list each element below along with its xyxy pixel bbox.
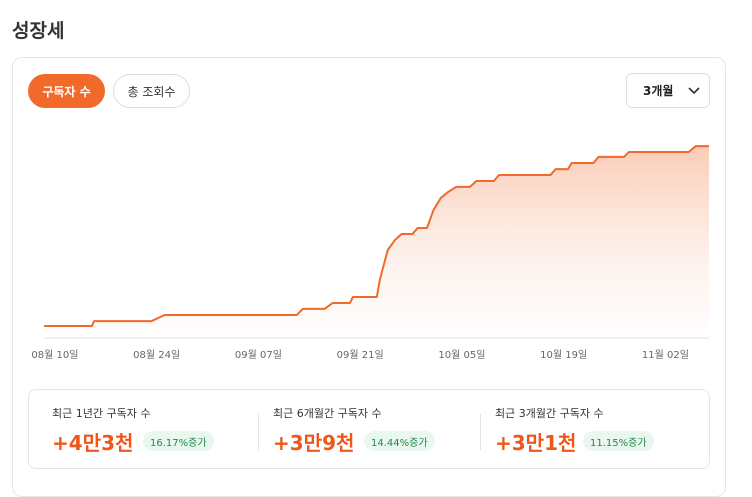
x-tick-label: 11월 02일 — [642, 349, 689, 361]
x-tick-label: 09월 07일 — [235, 349, 282, 361]
stat-label: 최근 6개월간 구독자 수 — [273, 407, 382, 420]
divider — [258, 414, 259, 450]
stats-box — [28, 389, 710, 469]
x-tick-label: 08월 24일 — [133, 349, 180, 361]
stat-label: 최근 1년간 구독자 수 — [52, 407, 151, 420]
stat-value: +3만9천 — [273, 431, 355, 455]
x-tick-label: 08월 10일 — [31, 349, 78, 361]
dropdown-label: 3개월 — [643, 84, 674, 98]
divider — [480, 414, 481, 450]
x-tick-label: 10월 05일 — [438, 349, 485, 361]
stat-badge: 16.17%증가 — [143, 431, 214, 451]
x-tick-label: 09월 21일 — [337, 349, 384, 361]
stat-value: +4만3천 — [52, 431, 134, 455]
x-tick-label: 10월 19일 — [540, 349, 587, 361]
area — [44, 146, 709, 330]
stat-value: +3만1천 — [495, 431, 577, 455]
line — [44, 145, 709, 328]
chevron — [688, 87, 700, 95]
chart: 08월 10일 08월 24일 09월 07일 09월 21일 10월 05일 10월 1… — [31, 145, 709, 361]
page: 성장세 구독자 수 총 조회수 3개월 08월 10일 08월 24일 09월 07… — [12, 20, 726, 497]
stat-badge: 14.44%증가 — [364, 431, 435, 451]
section-title: 성장세 — [12, 20, 65, 42]
period-dropdown[interactable]: 3개월 — [626, 73, 710, 108]
stat-badge: 11.15%증가 — [583, 431, 654, 451]
tab-views[interactable]: 총 조회수 — [113, 74, 190, 108]
stat-label: 최근 3개월간 구독자 수 — [495, 407, 604, 420]
tab-subscribers[interactable]: 구독자 수 — [28, 74, 105, 108]
